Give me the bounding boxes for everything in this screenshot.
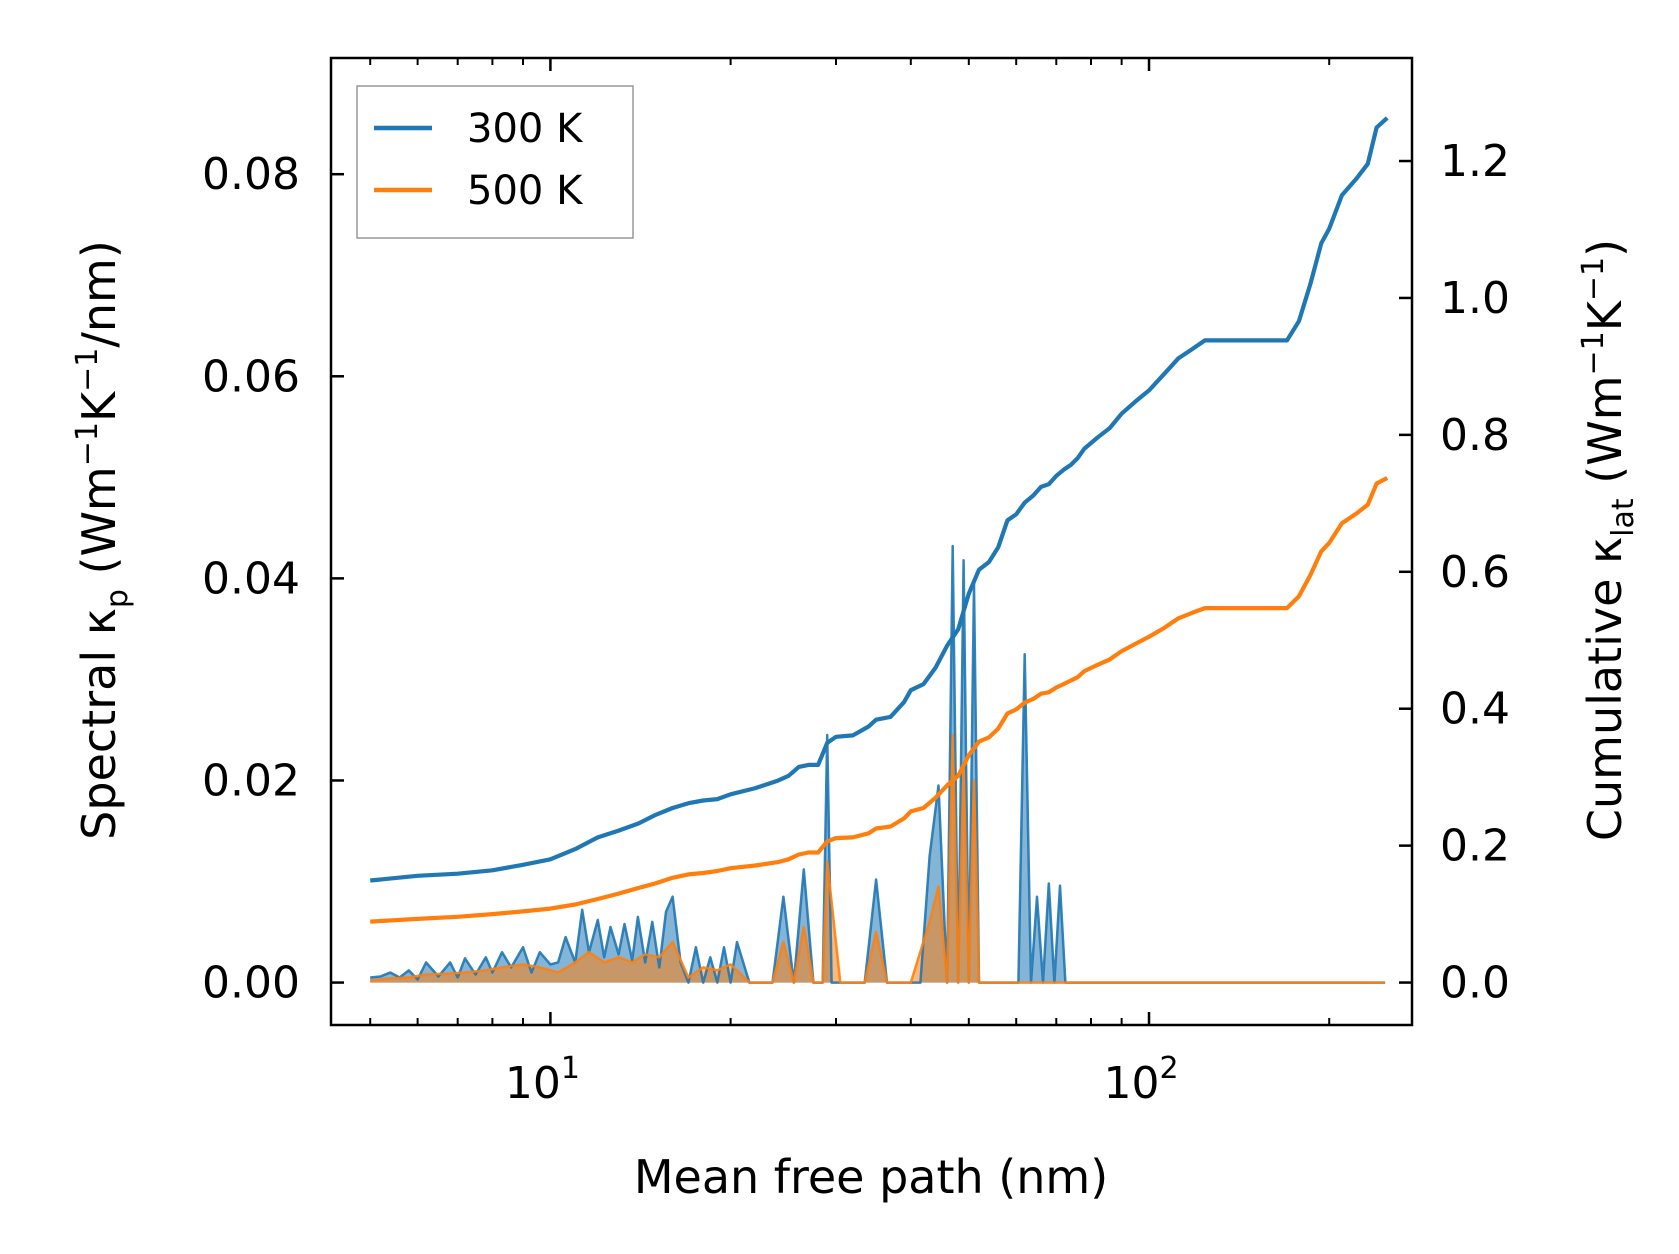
y-left-tick-label: 0.08 bbox=[202, 149, 300, 200]
legend-label-500k: 500 K bbox=[467, 168, 584, 214]
y-left-tick-label: 0.06 bbox=[202, 351, 300, 402]
spectral-line-500k bbox=[370, 733, 1386, 984]
cumulative-lines bbox=[369, 116, 1389, 924]
legend: 300 K 500 K bbox=[356, 85, 634, 239]
cumulative-line-300k bbox=[369, 116, 1389, 883]
y-right-tick-label: 0.4 bbox=[1440, 684, 1510, 735]
y-right-tick-label: 0.8 bbox=[1440, 410, 1510, 461]
cumulative-line-500k bbox=[370, 476, 1389, 924]
y-right-tick-label: 1.2 bbox=[1440, 136, 1510, 187]
y-left-axis-label: Spectral κp (Wm−1K−1/nm) bbox=[70, 240, 135, 840]
plot-area bbox=[369, 116, 1389, 984]
legend-label-300k: 300 K bbox=[467, 106, 584, 152]
y-right-axis-label: Cumulative κlat (Wm−1K−1) bbox=[1576, 239, 1641, 841]
y-right-tick-label: 0.0 bbox=[1440, 958, 1510, 1009]
y-right-tick-label: 0.6 bbox=[1440, 547, 1510, 598]
x-axis-label: Mean free path (nm) bbox=[634, 1150, 1108, 1204]
y-left-tick-label: 0.00 bbox=[202, 958, 300, 1009]
y-right-tick-label: 1.0 bbox=[1440, 273, 1510, 324]
legend-box bbox=[356, 85, 634, 239]
tick-labels: 101 102 0.00 0.02 0.04 0.06 0.08 0.0 0.2 0.4 0.6 0.… bbox=[202, 136, 1510, 1109]
y-left-tick-label: 0.04 bbox=[202, 553, 300, 604]
spectral-lines bbox=[370, 544, 1386, 984]
y-right-tick-label: 0.2 bbox=[1440, 821, 1510, 872]
y-left-tick-label: 0.02 bbox=[202, 755, 300, 806]
x-tick-label: 102 bbox=[1103, 1051, 1178, 1109]
plot-frame bbox=[329, 56, 1414, 1027]
x-tick-label: 101 bbox=[505, 1051, 580, 1109]
